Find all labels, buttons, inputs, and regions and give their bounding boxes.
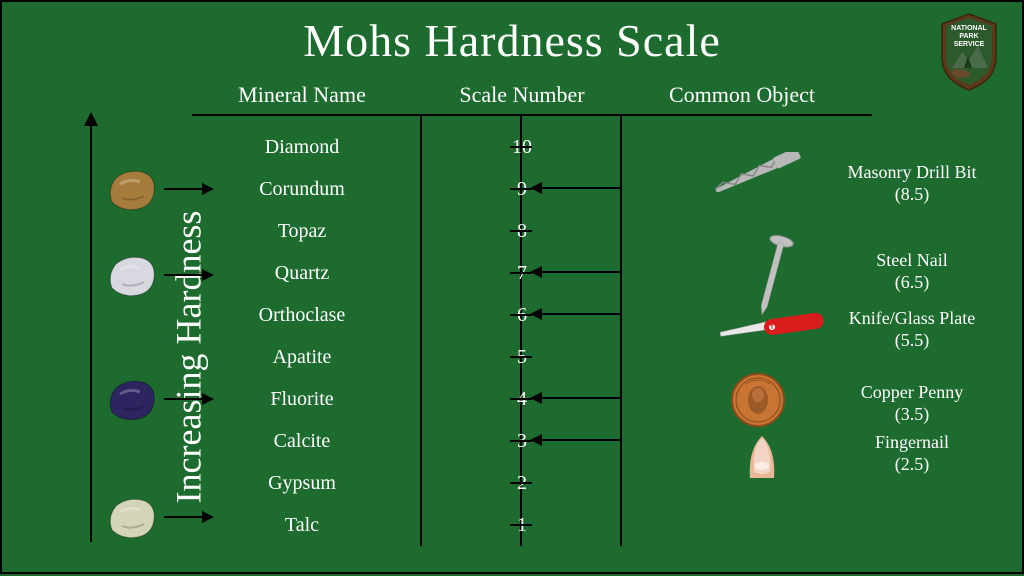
mineral-name: Calcite xyxy=(202,420,402,462)
scale-tick xyxy=(510,398,532,400)
mineral-sample-icon xyxy=(102,250,162,305)
object-arrow-icon xyxy=(540,439,620,441)
mineral-name: Gypsum xyxy=(202,462,402,504)
common-object-label: Knife/Glass Plate(5.5) xyxy=(822,308,1002,351)
header-divider xyxy=(192,114,872,116)
mineral-name: Corundum xyxy=(202,168,402,210)
mineral-name: Topaz xyxy=(202,210,402,252)
object-arrow-icon xyxy=(540,271,620,273)
mineral-name: Fluorite xyxy=(202,378,402,420)
mineral-sample-icon xyxy=(102,164,162,219)
column-header-scale: Scale Number xyxy=(442,82,602,108)
scale-tick xyxy=(510,188,532,190)
scale-tick xyxy=(510,524,532,526)
mineral-sample-icon xyxy=(102,492,162,547)
scale-tick xyxy=(510,440,532,442)
common-object-label: Fingernail(2.5) xyxy=(822,432,1002,475)
svg-text:PARK: PARK xyxy=(959,33,978,40)
y-axis-arrow-icon xyxy=(84,112,98,126)
object-arrow-icon xyxy=(540,397,620,399)
common-object-label: Steel Nail(6.5) xyxy=(822,250,1002,293)
knife-icon xyxy=(712,307,832,352)
mineral-arrow-icon xyxy=(164,516,204,518)
scale-tick xyxy=(510,314,532,316)
mineral-name: Diamond xyxy=(202,126,402,168)
object-arrow-icon xyxy=(540,187,620,189)
mineral-name: Apatite xyxy=(202,336,402,378)
svg-text:SERVICE: SERVICE xyxy=(954,41,985,48)
scale-diagram: Increasing Hardness Mineral Name Scale N… xyxy=(2,82,1024,576)
scale-tick xyxy=(510,230,532,232)
mineral-name: Orthoclase xyxy=(202,294,402,336)
fingernail-icon xyxy=(742,430,782,485)
mineral-name: Talc xyxy=(202,504,402,546)
mineral-arrow-icon xyxy=(164,188,204,190)
common-object-label: Masonry Drill Bit(8.5) xyxy=(822,162,1002,205)
mineral-arrow-icon xyxy=(164,274,204,276)
scale-tick xyxy=(510,146,532,148)
column-header-mineral: Mineral Name xyxy=(202,82,402,108)
svg-text:NATIONAL: NATIONAL xyxy=(951,25,987,32)
page-title: Mohs Hardness Scale xyxy=(2,2,1022,67)
common-object-label: Copper Penny(3.5) xyxy=(822,382,1002,425)
mineral-sample-icon xyxy=(102,374,162,429)
scale-tick xyxy=(510,356,532,358)
drill-icon xyxy=(702,152,812,197)
penny-icon xyxy=(730,372,786,433)
scale-tick xyxy=(510,482,532,484)
mineral-arrow-icon xyxy=(164,398,204,400)
mineral-name: Quartz xyxy=(202,252,402,294)
column-header-object: Common Object xyxy=(642,82,842,108)
object-arrow-icon xyxy=(540,313,620,315)
scale-tick xyxy=(510,272,532,274)
